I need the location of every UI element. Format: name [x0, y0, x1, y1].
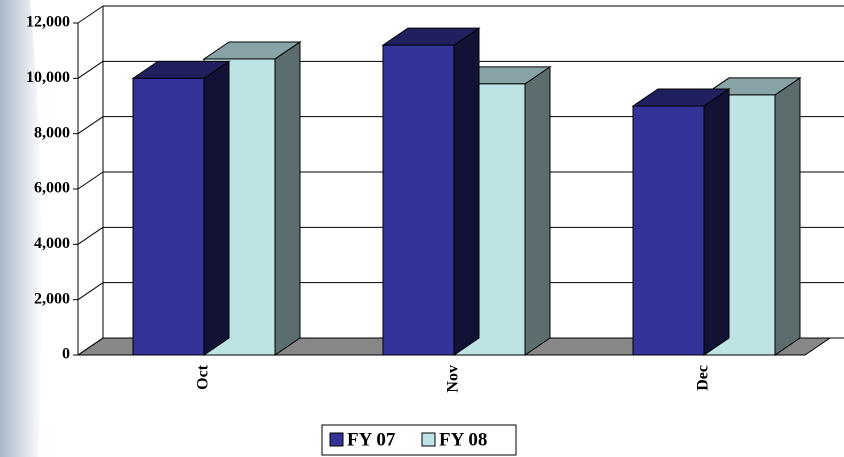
bar-side	[274, 41, 301, 356]
bar	[632, 105, 705, 356]
x-tick-label: Nov	[445, 365, 462, 393]
bar	[382, 44, 455, 356]
grid-line	[77, 282, 104, 301]
grid-line	[77, 226, 104, 245]
grid-line	[77, 5, 104, 24]
y-tick-label: 8,000	[34, 124, 70, 141]
bar-side	[703, 88, 730, 356]
x-tick-label: Dec	[695, 365, 712, 391]
grid-line	[77, 116, 104, 135]
x-tick-label: Oct	[195, 364, 212, 390]
legend-swatch	[329, 432, 344, 447]
bar	[132, 77, 205, 356]
legend-swatch	[421, 432, 436, 447]
legend: FY 07 FY 08	[321, 424, 517, 456]
grid-line	[77, 337, 104, 356]
bar-side	[453, 27, 480, 356]
y-tick-label: 0	[62, 346, 70, 363]
legend-label: FY 07	[347, 429, 396, 450]
y-tick-label: 10,000	[26, 69, 70, 86]
y-tick-label: 4,000	[34, 235, 70, 252]
bar-side	[203, 60, 230, 356]
y-tick-label: 2,000	[34, 290, 70, 307]
grid-line	[77, 60, 104, 79]
bar-side	[524, 65, 551, 356]
y-tick-label: 6,000	[34, 180, 70, 197]
legend-label: FY 08	[439, 429, 487, 450]
slide-strip	[0, 0, 43, 457]
grid-line	[77, 171, 104, 190]
legend-box	[321, 424, 517, 456]
y-tick-label: 12,000	[26, 14, 70, 31]
bar-side	[774, 76, 801, 356]
